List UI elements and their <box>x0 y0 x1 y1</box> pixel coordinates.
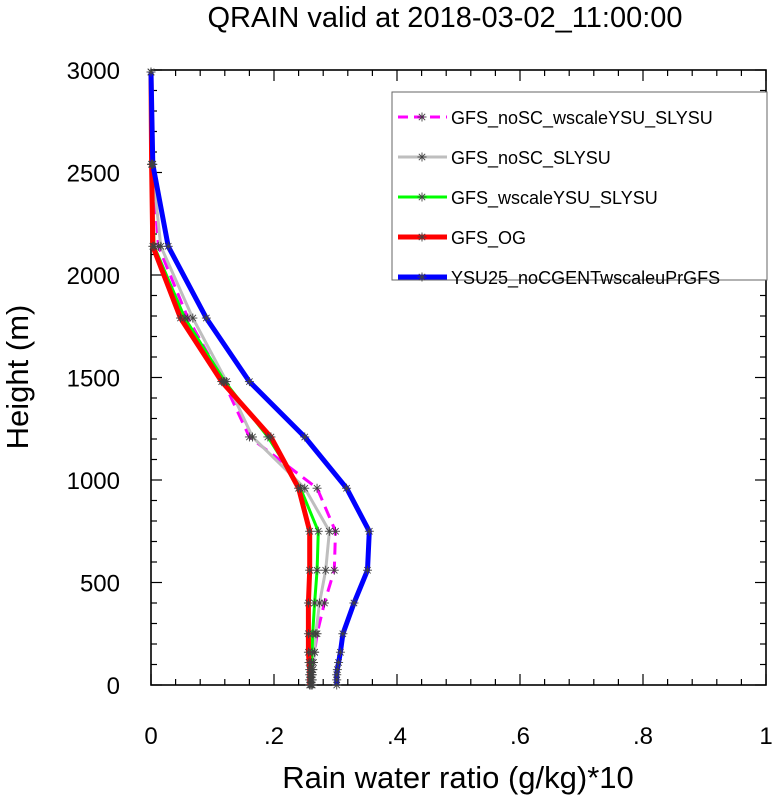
series-markers <box>146 67 374 690</box>
x-tick-label: 0 <box>144 723 157 750</box>
series-line <box>149 71 320 685</box>
data-point-marker <box>335 658 343 666</box>
y-axis-label: Height (m) <box>0 305 35 450</box>
data-point-marker <box>418 273 426 281</box>
series-line <box>149 71 331 685</box>
data-point-marker <box>306 666 314 674</box>
legend-marker <box>417 112 427 122</box>
data-point-marker <box>304 648 312 656</box>
y-tick-label: 2000 <box>67 263 120 290</box>
x-axis-label: Rain water ratio (g/kg)*10 <box>282 760 634 795</box>
data-point-marker <box>248 433 256 441</box>
x-tick-label: .8 <box>633 723 653 750</box>
data-point-marker <box>333 666 341 674</box>
series-markers <box>146 67 323 690</box>
x-tick-label: 1 <box>759 723 772 750</box>
data-point-marker <box>325 527 333 535</box>
legend-marker <box>417 232 427 242</box>
legend-box <box>391 91 768 281</box>
y-tick-label: 1000 <box>67 468 120 495</box>
data-point-marker <box>330 566 338 574</box>
data-point-marker <box>245 378 253 386</box>
data-point-marker <box>320 599 328 607</box>
chart-title: QRAIN valid at 2018-03-02_11:00:00 <box>207 2 682 34</box>
data-point-marker <box>316 599 324 607</box>
legend-label: GFS_noSC_wscaleYSU_SLYSU <box>451 108 713 129</box>
data-point-marker <box>306 671 314 679</box>
data-point-marker <box>218 378 226 386</box>
data-point-marker <box>147 68 155 76</box>
data-point-marker <box>331 527 340 535</box>
data-point-marker <box>336 648 344 656</box>
data-point-marker <box>363 566 371 574</box>
data-point-marker <box>322 566 330 574</box>
data-point-marker <box>313 566 321 574</box>
data-point-marker <box>306 681 314 689</box>
data-point-marker <box>314 527 322 535</box>
data-point-marker <box>418 113 426 121</box>
data-point-marker <box>418 193 426 201</box>
data-point-marker <box>157 242 165 250</box>
data-point-marker <box>333 681 341 689</box>
y-tick-label: 2500 <box>67 161 120 188</box>
data-point-marker <box>189 314 197 322</box>
x-tick-label: .4 <box>387 723 407 750</box>
legend-label: GFS_wscaleYSU_SLYSU <box>451 188 658 209</box>
data-point-marker <box>333 676 341 684</box>
data-point-marker <box>365 527 373 535</box>
y-tick-label: 0 <box>107 673 120 700</box>
data-point-marker <box>418 153 426 161</box>
data-point-marker <box>149 160 157 168</box>
data-point-marker <box>149 242 157 250</box>
x-tick-label: .6 <box>510 723 530 750</box>
data-point-marker <box>301 433 309 441</box>
data-point-marker <box>305 658 313 666</box>
data-point-marker <box>306 566 314 574</box>
y-tick-label: 500 <box>80 571 120 598</box>
data-point-marker <box>306 676 314 684</box>
legend-label: GFS_noSC_SLYSU <box>451 148 611 169</box>
data-point-marker <box>313 484 321 492</box>
data-point-marker <box>418 233 426 241</box>
legend-marker <box>417 272 427 282</box>
series-markers <box>146 67 334 690</box>
data-point-marker <box>311 599 319 607</box>
data-point-marker <box>304 599 312 607</box>
data-point-marker <box>177 314 185 322</box>
legend-label: GFS_OG <box>451 228 526 249</box>
data-point-marker <box>333 671 341 679</box>
series-markers <box>146 67 315 690</box>
data-point-marker <box>339 630 347 638</box>
series-line <box>148 71 313 685</box>
plot-area: 0 .2 .4 .6 .8 1 0 500 1000 1500 2000 2500 3000 <box>67 58 773 750</box>
data-point-marker <box>295 484 303 492</box>
series-line <box>148 71 372 685</box>
legend-marker <box>417 152 427 162</box>
legend: GFS_noSC_wscaleYSU_SLYSU GFS_noSC_SLYSU GF… <box>391 91 768 289</box>
data-point-marker <box>350 599 358 607</box>
data-point-marker <box>202 314 210 322</box>
legend-marker <box>417 192 427 202</box>
data-point-marker <box>164 242 172 250</box>
data-point-marker <box>267 433 275 441</box>
data-point-marker <box>306 527 314 535</box>
y-tick-label: 3000 <box>67 58 120 85</box>
legend-label: YSU25_noCGENTwscaleuPrGFS <box>451 268 720 289</box>
x-tick-label: .2 <box>264 723 284 750</box>
data-point-marker <box>304 630 312 638</box>
data-point-marker <box>343 484 351 492</box>
y-tick-label: 1500 <box>67 366 120 393</box>
